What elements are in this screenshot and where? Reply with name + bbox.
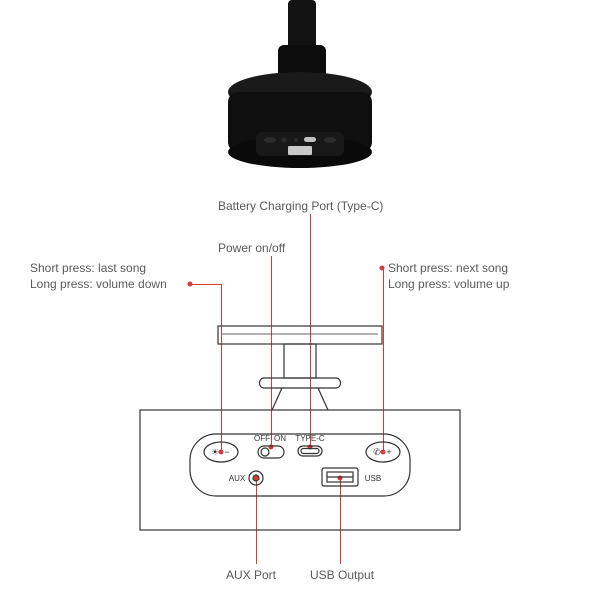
- label-next-line1: Short press: next song: [388, 261, 508, 275]
- leader-prev-h: [190, 284, 221, 285]
- leader-aux-v: [256, 478, 257, 564]
- diagram-label-off: OFF: [254, 434, 270, 443]
- diagram-label-on: ON: [274, 434, 286, 443]
- leader-next-v: [383, 268, 384, 452]
- leader-dot-prev-start: [188, 282, 193, 287]
- leader-charging-v: [310, 214, 311, 447]
- product-photo: [0, 0, 600, 600]
- diagram-label-aux: AUX: [229, 474, 245, 483]
- label-next-line2: Long press: volume up: [388, 277, 509, 291]
- diagram-label-typec: TYPE-C: [295, 434, 324, 443]
- label-prev-line2: Long press: volume down: [30, 277, 167, 291]
- label-aux: AUX Port: [226, 568, 276, 584]
- leader-prev-v: [221, 284, 222, 452]
- leader-usb-v: [340, 478, 341, 564]
- label-next: Short press: next song Long press: volum…: [388, 261, 509, 292]
- label-usb: USB Output: [310, 568, 374, 584]
- leader-power-v: [271, 256, 272, 447]
- diagram-label-usb: USB: [365, 474, 381, 483]
- label-prev-line1: Short press: last song: [30, 261, 146, 275]
- label-prev: Short press: last song Long press: volum…: [30, 261, 167, 292]
- label-charging-port: Battery Charging Port (Type-C): [218, 199, 383, 215]
- label-power: Power on/off: [218, 241, 285, 257]
